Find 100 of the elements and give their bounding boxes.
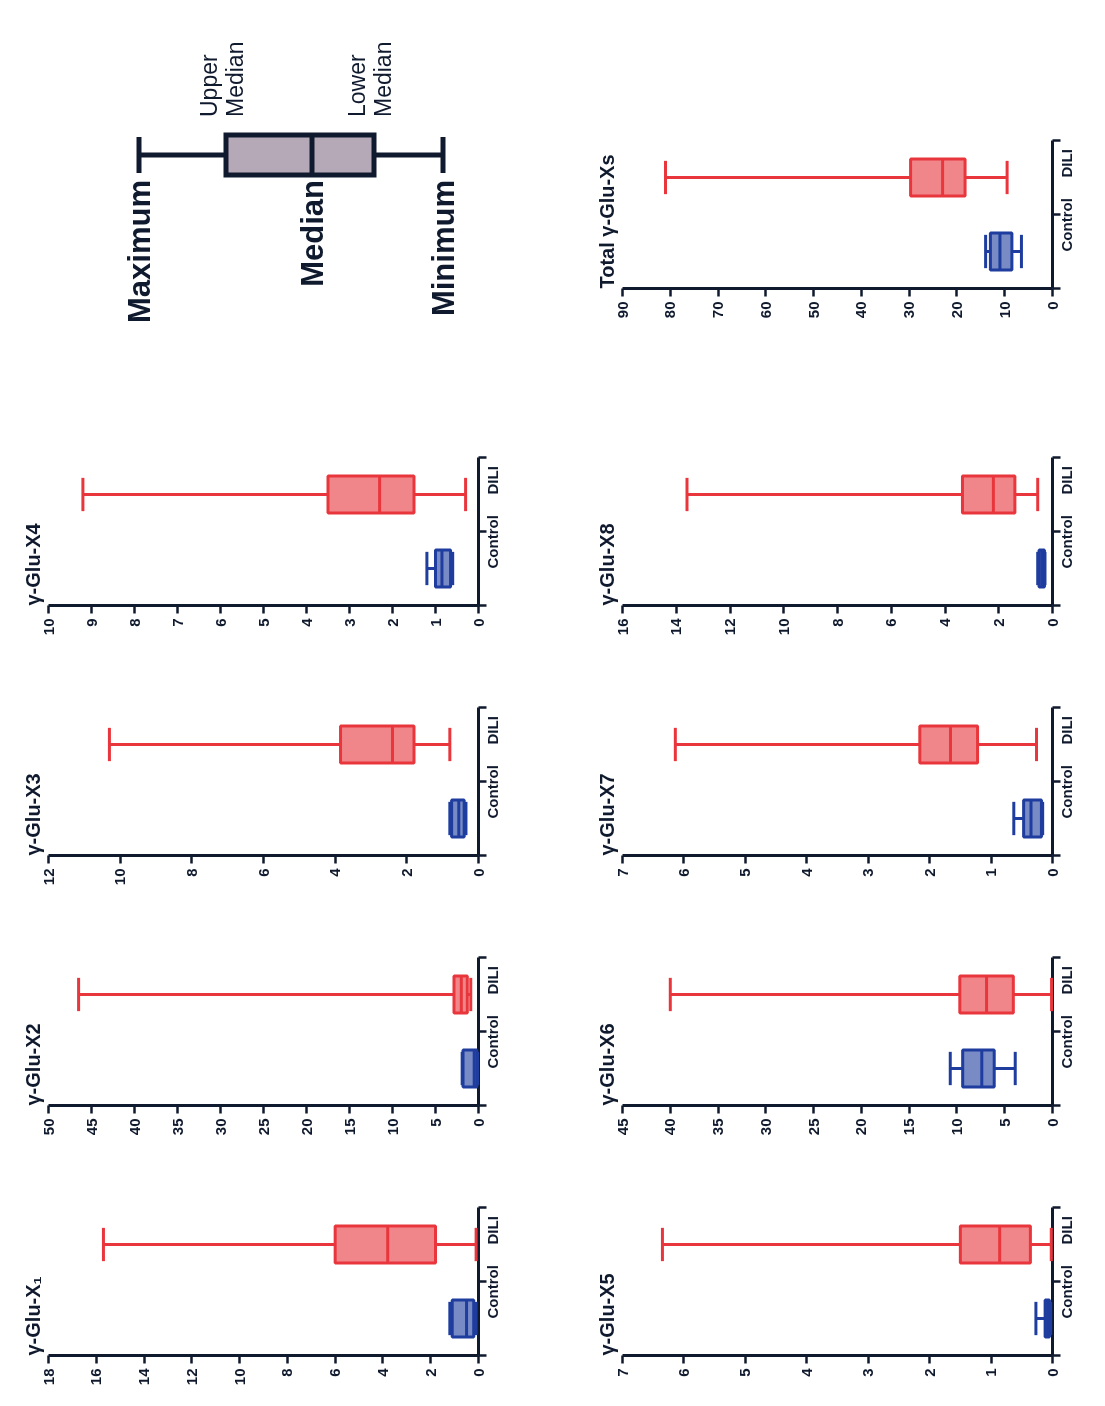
x-tick-label: 35	[168, 1118, 186, 1136]
y-tick-label: DILI	[484, 716, 501, 745]
x-tick-label: 7	[613, 1368, 631, 1377]
y-tick-label: Control	[484, 1015, 501, 1069]
x-tick-label: 8	[278, 1368, 296, 1377]
x-tick-label: 1	[426, 618, 444, 627]
x-tick-label: 50	[39, 1118, 57, 1136]
y-tick-label: Control	[484, 1265, 501, 1319]
x-tick-label: 0	[1043, 868, 1061, 877]
x-tick-label: 5	[426, 1118, 444, 1127]
x-tick-label: 10	[995, 301, 1013, 319]
x-tick-label: 18	[39, 1368, 57, 1386]
x-tick-label: 80	[661, 301, 679, 319]
x-tick-label: 30	[900, 301, 918, 319]
x-tick-label: 20	[852, 1118, 870, 1136]
x-tick-label: 6	[254, 868, 272, 877]
y-tick-label: Control	[1058, 1265, 1075, 1319]
x-tick-label: 3	[340, 618, 358, 627]
x-tick-label: 12	[39, 868, 57, 886]
x-tick-label: 12	[721, 618, 738, 636]
x-tick-label: 2	[421, 1368, 439, 1377]
x-tick-label: 0	[1043, 301, 1061, 310]
y-tick-label: Control	[484, 765, 501, 819]
x-tick-label: 6	[674, 868, 692, 877]
x-tick-label: 5	[736, 868, 754, 877]
x-tick-label: 10	[774, 618, 792, 636]
x-tick-label: 70	[709, 301, 727, 319]
text: Median	[294, 180, 330, 287]
x-tick-label: 10	[39, 618, 57, 636]
x-tick-label: 4	[797, 867, 815, 877]
x-tick-label: 1	[982, 1368, 1000, 1377]
text: γ-Glu-X6	[595, 1023, 618, 1106]
x-tick-label: 10	[111, 868, 129, 886]
text: Lower Median	[344, 41, 397, 117]
x-tick-label: 0	[1043, 1368, 1061, 1377]
text: Minimum	[425, 180, 461, 317]
x-tick-label: 3	[859, 868, 877, 877]
x-tick-label: 4	[326, 867, 344, 877]
x-tick-label: 5	[995, 1118, 1013, 1127]
x-tick-label: 7	[613, 868, 631, 877]
x-tick-label: 0	[469, 1368, 487, 1377]
x-tick-label: 20	[297, 1118, 315, 1136]
x-tick-label: 3	[859, 1368, 877, 1377]
x-tick-label: 50	[804, 301, 822, 319]
x-tick-label: 12	[182, 1368, 200, 1386]
x-tick-label: 6	[326, 1368, 344, 1377]
y-tick-label: Control	[1058, 765, 1075, 819]
x-tick-label: 25	[804, 1118, 822, 1136]
x-tick-label: 8	[182, 868, 200, 877]
x-tick-label: 8	[125, 618, 143, 627]
text: γ-Glu-X₁	[21, 1276, 44, 1356]
text: γ-Glu-X7	[595, 773, 618, 856]
x-tick-label: 15	[900, 1118, 918, 1136]
x-tick-label: 40	[125, 1118, 143, 1136]
x-tick-label: 10	[230, 1368, 248, 1386]
y-tick-label: DILI	[484, 466, 501, 495]
x-tick-label: 0	[1043, 1118, 1061, 1127]
x-tick-label: 2	[920, 868, 938, 877]
text: Total γ-Glu-Xs	[595, 154, 618, 289]
x-tick-label: 4	[297, 617, 315, 627]
y-tick-label: Control	[1058, 1015, 1075, 1069]
x-tick-label: 0	[469, 1118, 487, 1127]
x-tick-label: 15	[340, 1118, 358, 1136]
x-tick-label: 6	[674, 1368, 692, 1377]
x-tick-label: 2	[920, 1368, 938, 1377]
x-tick-label: 20	[947, 301, 965, 319]
x-tick-label: 25	[254, 1118, 272, 1136]
x-tick-label: 45	[613, 1118, 631, 1136]
x-tick-label: 4	[936, 617, 953, 627]
x-tick-label: 6	[882, 618, 900, 627]
x-tick-label: 10	[947, 1118, 965, 1136]
text: γ-Glu-X4	[21, 522, 44, 606]
x-tick-label: 35	[709, 1118, 727, 1136]
x-tick-label: 7	[168, 618, 186, 627]
text: γ-Glu-X5	[595, 1273, 618, 1356]
x-tick-label: 0	[1043, 618, 1061, 627]
text: γ-Glu-X3	[21, 773, 44, 856]
x-tick-label: 30	[756, 1118, 774, 1136]
y-tick-label: Control	[484, 515, 501, 569]
x-tick-label: 40	[852, 301, 870, 319]
x-tick-label: 4	[373, 1367, 391, 1377]
x-tick-label: 16	[613, 618, 631, 636]
text: γ-Glu-X2	[21, 1023, 44, 1106]
x-tick-label: 45	[82, 1118, 100, 1136]
y-tick-label: DILI	[1058, 149, 1075, 178]
x-tick-label: 0	[469, 618, 487, 627]
y-tick-label: DILI	[484, 1216, 501, 1245]
x-tick-label: 10	[383, 1118, 401, 1136]
x-tick-label: 4	[797, 1367, 815, 1377]
x-tick-label: 16	[87, 1368, 105, 1386]
x-tick-label: 2	[383, 618, 401, 627]
x-tick-label: 30	[211, 1118, 229, 1136]
y-tick-label: Control	[1058, 198, 1075, 252]
x-tick-label: 14	[135, 1367, 153, 1386]
y-tick-label: Control	[1058, 515, 1075, 569]
x-tick-label: 2	[989, 618, 1007, 627]
x-tick-label: 9	[82, 618, 100, 627]
y-tick-label: DILI	[484, 966, 501, 995]
y-tick-label: DILI	[1058, 1216, 1075, 1245]
x-tick-label: 8	[828, 618, 846, 627]
